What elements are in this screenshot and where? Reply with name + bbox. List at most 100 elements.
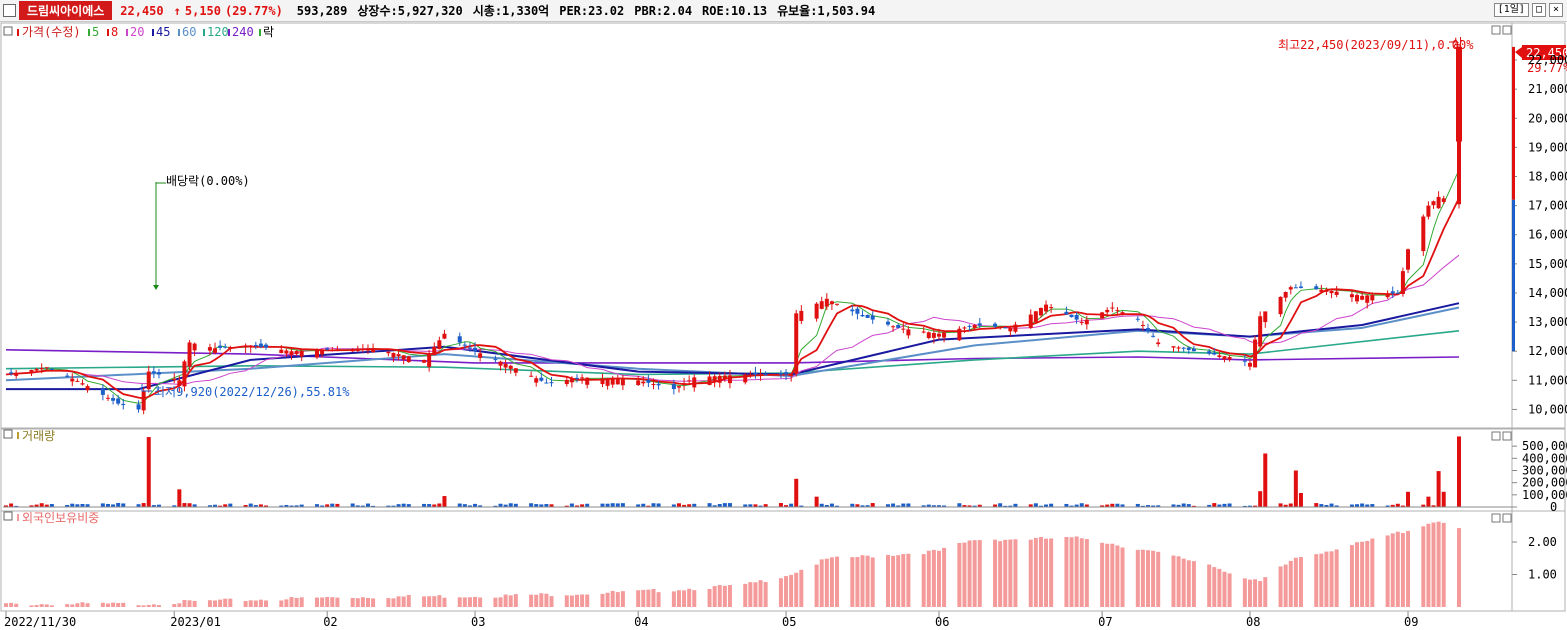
volume-bar	[1227, 503, 1232, 507]
volume-bar	[1074, 504, 1079, 507]
volume-bar	[1146, 505, 1151, 507]
foreign-bar	[636, 590, 641, 607]
volume-bar	[1217, 504, 1222, 507]
foreign-bar	[539, 593, 544, 607]
volume-bar	[360, 505, 365, 507]
volume-bar	[442, 496, 447, 507]
volume-bar	[371, 505, 376, 507]
foreign-bar	[860, 555, 865, 607]
volume-bar	[794, 478, 799, 507]
volume-bar	[1105, 504, 1110, 507]
candle-body	[136, 404, 141, 410]
foreign-bar	[850, 557, 855, 607]
foreign-bar	[136, 605, 141, 607]
axis-range-up	[1512, 46, 1515, 200]
candle-body	[778, 373, 783, 375]
volume-bar	[1084, 504, 1089, 507]
price-tick: 19,000	[1528, 140, 1567, 154]
volume-bar	[320, 505, 325, 507]
volume-bar	[498, 503, 503, 507]
candle-body	[1293, 287, 1298, 289]
candle-body	[819, 301, 824, 309]
candle-body	[1441, 198, 1446, 203]
volume-bar	[763, 504, 768, 507]
volume-bar	[687, 504, 692, 507]
stock-chart[interactable]: 가격(수정) 5 8 20 45 60 120 240 락 거래량 외국	[0, 22, 1567, 630]
current-price: 22,450	[120, 3, 164, 18]
foreign-bar	[671, 591, 676, 607]
candle-body	[1253, 339, 1258, 368]
candle-body	[294, 350, 299, 355]
foreign-bar	[891, 555, 896, 607]
foreign-bar	[1135, 549, 1140, 607]
foreign-bar	[1013, 539, 1018, 607]
price-tick: 10,000	[1528, 402, 1567, 416]
panel-max-icon	[1491, 25, 1501, 35]
volume-bar	[437, 503, 442, 507]
foreign-bar	[957, 542, 962, 607]
volume-tick: 500,000	[1522, 439, 1567, 453]
close-icon[interactable]: ×	[1548, 3, 1563, 17]
candle-body	[1008, 327, 1013, 332]
legend-ma8: 8	[111, 25, 118, 39]
foreign-bar	[1064, 537, 1069, 607]
select-checkbox[interactable]	[3, 4, 16, 17]
foreign-bar	[187, 600, 192, 607]
volume-bar	[656, 503, 661, 507]
volume-bar	[1064, 503, 1069, 507]
volume-bar	[457, 503, 462, 507]
foreign-bar	[503, 594, 508, 607]
volume-bar	[671, 504, 676, 507]
volume-bar	[29, 505, 34, 507]
foreign-bar	[885, 554, 890, 607]
date-axis: 2022/11/30 2023/01 02 03 04 05 06 07 08 …	[4, 615, 1418, 629]
volume-bar	[896, 505, 901, 507]
candle-body	[534, 378, 539, 383]
volume-tick: 100,000	[1522, 488, 1567, 502]
period-button[interactable]: [1일]	[1493, 3, 1529, 17]
foreign-bar	[49, 605, 54, 607]
date-label: 2022/11/30	[4, 615, 76, 629]
maximize-icon[interactable]: □	[1531, 3, 1546, 17]
foreign-bar	[1385, 535, 1390, 607]
volume-bar	[829, 503, 834, 507]
foreign-bar	[1049, 538, 1054, 607]
foreign-bar	[778, 578, 783, 607]
candle-body	[600, 378, 605, 385]
volume-bar	[258, 504, 263, 507]
foreign-bar	[1263, 577, 1268, 607]
volume-bar	[289, 505, 294, 507]
volume-bar	[1431, 505, 1436, 507]
volume-bar	[1100, 505, 1105, 507]
volume-bar	[1319, 504, 1324, 507]
candle-body	[1171, 346, 1176, 348]
foreign-bar	[1003, 539, 1008, 607]
volume-bar	[1283, 504, 1288, 507]
volume-bar	[350, 503, 355, 507]
volume-bar	[1349, 504, 1354, 507]
foreign-bar	[651, 588, 656, 607]
candle-body	[814, 303, 819, 319]
foreign-title: 외국인보유비중	[22, 511, 99, 525]
volume-bar	[610, 503, 615, 507]
volume-bar	[814, 496, 819, 507]
volume-bar	[789, 503, 794, 507]
foreign-bar	[615, 592, 620, 607]
volume-bar	[325, 504, 330, 507]
foreign-bar	[284, 599, 289, 607]
stock-name[interactable]: 드림씨아이에스	[19, 1, 113, 20]
foreign-bar	[1360, 541, 1365, 607]
volume-bar	[799, 505, 804, 507]
foreign-bar	[1329, 551, 1334, 607]
foreign-bar	[1222, 571, 1227, 607]
volume-bar	[330, 503, 335, 507]
volume-bar	[1135, 503, 1140, 507]
candle-body	[1140, 325, 1145, 326]
legend-ma240: 240	[232, 25, 254, 39]
candle-body	[1278, 296, 1283, 315]
price-change-pct: (29.77%)	[225, 3, 283, 18]
volume-bar	[1334, 505, 1339, 507]
foreign-bar	[1008, 539, 1013, 607]
candle-body	[835, 303, 840, 305]
price-tick: 16,000	[1528, 228, 1567, 242]
